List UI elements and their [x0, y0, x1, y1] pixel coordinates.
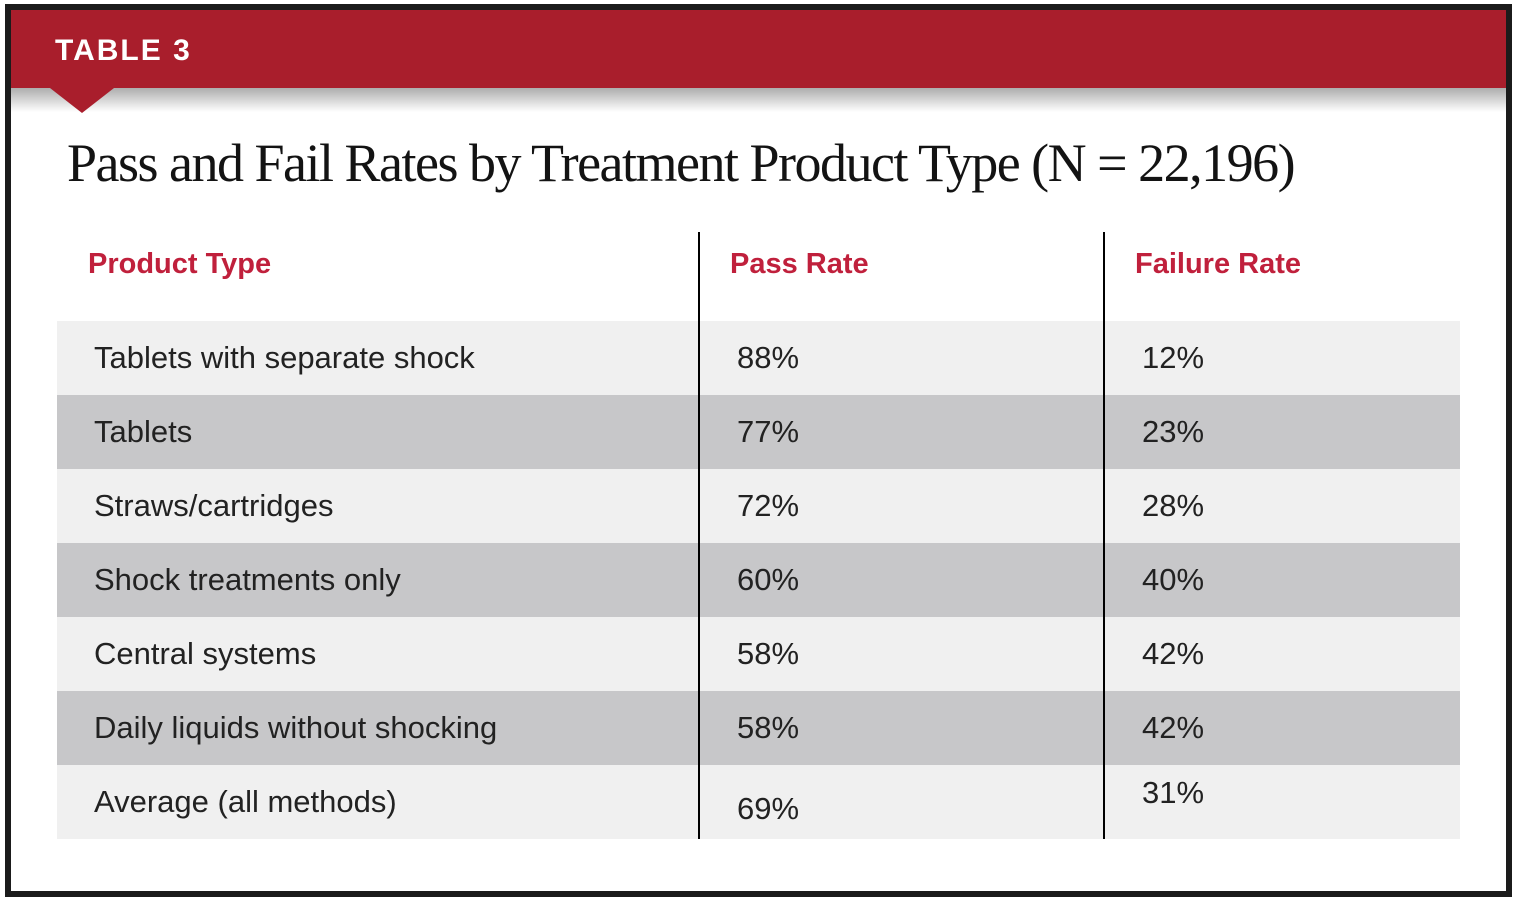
table-number-banner: TABLE 3	[11, 10, 1506, 88]
pass-rate-cell: 69%	[698, 765, 1103, 839]
table-number-label: TABLE 3	[55, 34, 192, 67]
product-type-cell: Tablets	[94, 414, 193, 449]
table-row: Daily liquids without shocking 58% 42%	[57, 691, 1460, 765]
failure-rate-cell: 42%	[1103, 617, 1460, 691]
column-header-failure-rate: Failure Rate	[1103, 232, 1460, 321]
pass-rate-cell: 58%	[698, 691, 1103, 765]
product-type-cell: Tablets with separate shock	[94, 340, 475, 375]
figure-content: TABLE 3 Pass and Fail Rates by Treatment…	[11, 10, 1506, 891]
product-type-cell: Average (all methods)	[94, 784, 397, 819]
failure-rate-cell: 42%	[1103, 691, 1460, 765]
table-row: Central systems 58% 42%	[57, 617, 1460, 691]
failure-rate-cell: 23%	[1103, 395, 1460, 469]
table-row: Tablets 77% 23%	[57, 395, 1460, 469]
failure-rate-cell: 40%	[1103, 543, 1460, 617]
failure-rate-cell: 28%	[1103, 469, 1460, 543]
banner-drop-shadow	[11, 88, 1506, 112]
figure-frame: TABLE 3 Pass and Fail Rates by Treatment…	[5, 4, 1512, 897]
pass-rate-cell: 58%	[698, 617, 1103, 691]
pass-rate-cell: 88%	[698, 321, 1103, 395]
column-header-pass-rate: Pass Rate	[698, 232, 1103, 321]
pass-rate-cell: 72%	[698, 469, 1103, 543]
product-type-cell: Straws/cartridges	[94, 488, 334, 523]
failure-rate-value: 31%	[1142, 775, 1205, 810]
table-row: Shock treatments only 60% 40%	[57, 543, 1460, 617]
table-header-row: Product Type Pass Rate Failure Rate	[57, 232, 1460, 321]
data-table: Product Type Pass Rate Failure Rate Tabl…	[57, 232, 1460, 839]
pass-rate-cell: 60%	[698, 543, 1103, 617]
pass-rate-value: 69%	[737, 791, 800, 826]
failure-rate-cell: 12%	[1103, 321, 1460, 395]
figure-title: Pass and Fail Rates by Treatment Product…	[67, 133, 1296, 193]
failure-rate-cell: 31%	[1103, 765, 1460, 839]
table-row: Average (all methods) 69% 31%	[57, 765, 1460, 839]
pass-rate-cell: 77%	[698, 395, 1103, 469]
product-type-cell: Shock treatments only	[94, 562, 401, 597]
table-row: Tablets with separate shock 88% 12%	[57, 321, 1460, 395]
column-header-product-type: Product Type	[88, 248, 272, 280]
product-type-cell: Daily liquids without shocking	[94, 710, 498, 745]
table-row: Straws/cartridges 72% 28%	[57, 469, 1460, 543]
product-type-cell: Central systems	[94, 636, 317, 671]
